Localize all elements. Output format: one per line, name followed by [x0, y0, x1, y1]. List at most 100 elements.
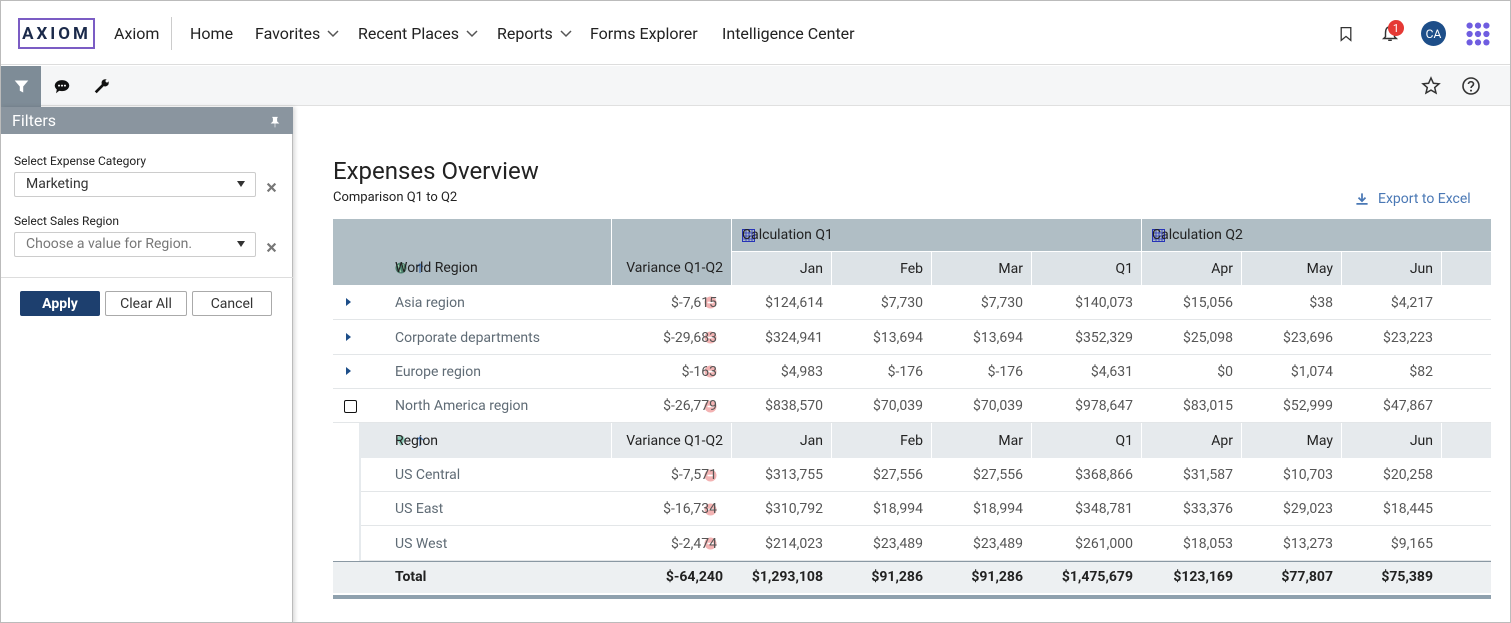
sort-icon[interactable] [410, 435, 428, 447]
group-label: Calculation Q1 [742, 227, 833, 243]
column-header [1441, 423, 1491, 458]
value-cell: $4,983 [731, 354, 831, 389]
value-cell: $75,389 [1341, 561, 1441, 593]
row-label: US East [395, 501, 444, 517]
filter-icon[interactable] [13, 78, 30, 95]
app-launcher[interactable] [1466, 22, 1490, 46]
row-border [333, 422, 1491, 423]
value: $75,389 [1381, 569, 1433, 585]
value: $348,781 [1075, 501, 1133, 517]
value-cell: $324,941 [731, 320, 831, 355]
value: $4,983 [780, 363, 823, 380]
report-subtitle: Comparison Q1 to Q2 [333, 190, 458, 205]
value: $324,941 [765, 329, 823, 346]
value: $9,165 [1390, 535, 1433, 552]
sort-icon[interactable] [410, 262, 428, 274]
favorite-icon[interactable] [1421, 76, 1441, 96]
row-border [361, 491, 1491, 492]
value: $47,867 [1383, 398, 1433, 414]
value: $7,730 [980, 294, 1023, 311]
value-cell: $83,015 [1141, 389, 1241, 423]
nav-item[interactable]: Forms Explorer [590, 24, 698, 43]
group-header: Calculation Q1 [731, 219, 1141, 251]
nav-item[interactable]: Recent Places [358, 24, 479, 43]
value: $-7,571 [671, 467, 717, 483]
button[interactable]: Clear All [105, 291, 187, 316]
dropdown[interactable]: Marketing [14, 172, 256, 197]
dropdown[interactable]: Choose a value for Region. [14, 232, 256, 257]
pin-icon[interactable] [269, 114, 281, 128]
value: $52,999 [1283, 398, 1333, 414]
value: $83,015 [1183, 398, 1233, 414]
chevron [327, 30, 339, 38]
value: $-26,779 [663, 398, 717, 414]
column-header: Apr [1141, 423, 1241, 458]
value-cell: $13,694 [831, 320, 931, 355]
nav-item[interactable]: Intelligence Center [722, 24, 855, 43]
clear-icon[interactable] [266, 238, 277, 253]
nav-item[interactable]: Home [190, 24, 234, 43]
collapse-toggle[interactable] [344, 400, 357, 413]
row-label: Asia region [395, 294, 465, 311]
divider [1, 277, 293, 278]
value: $23,696 [1283, 329, 1333, 346]
value: $1,074 [1290, 363, 1333, 380]
filter-title: Filters [12, 111, 57, 130]
column-header [1441, 251, 1491, 285]
avatar[interactable]: CA [1421, 21, 1446, 46]
value-cell: $38 [1241, 285, 1341, 320]
logo[interactable]: AXIOM [18, 18, 95, 49]
expand-toggle[interactable] [346, 367, 351, 375]
nav-item[interactable]: Favorites [255, 24, 340, 43]
value: $18,053 [1183, 535, 1233, 552]
row-label: North America region [395, 398, 529, 414]
value: $214,023 [765, 535, 823, 552]
top-bar [1, 1, 1510, 65]
value: $70,039 [973, 398, 1023, 414]
settings-icon[interactable] [93, 77, 111, 95]
value: $18,994 [873, 501, 923, 517]
row-border [361, 525, 1491, 526]
column-header: Mar [931, 423, 1031, 458]
value: $7,730 [880, 294, 923, 311]
value: $91,286 [971, 569, 1023, 585]
value-cell: $-7,571 [611, 458, 731, 492]
button[interactable]: Apply [20, 291, 100, 316]
value-cell: $91,286 [831, 561, 931, 593]
value: $-2,474 [671, 535, 717, 552]
download-icon[interactable] [1355, 191, 1369, 205]
placeholder: Choose a value for Region. [26, 236, 193, 252]
value: $18,994 [973, 501, 1023, 517]
bookmark-icon[interactable] [1338, 25, 1354, 43]
value-cell: $23,489 [931, 526, 1031, 561]
nav-item[interactable]: Reports [497, 24, 573, 43]
column-header: Variance Q1-Q2 [611, 251, 731, 285]
value-cell: $18,445 [1341, 492, 1441, 526]
value-cell: $82 [1341, 354, 1441, 389]
column-header: Feb [831, 251, 931, 285]
help-icon[interactable] [1461, 76, 1481, 96]
value-cell: $368,866 [1031, 458, 1141, 492]
value-cell: $310,792 [731, 492, 831, 526]
value: $23,223 [1383, 329, 1433, 346]
column-label: Region [395, 432, 439, 449]
value-cell: $23,223 [1341, 320, 1441, 355]
value-cell: $18,994 [931, 492, 1031, 526]
comment-icon[interactable] [53, 78, 71, 95]
button[interactable]: Cancel [192, 291, 272, 316]
row-label: Europe region [395, 363, 481, 380]
value: $25,098 [1183, 329, 1233, 346]
value-cell: $-16,734 [611, 492, 731, 526]
value-cell: $-26,779 [611, 389, 731, 423]
value: $13,694 [873, 329, 923, 346]
value: $838,570 [765, 398, 823, 414]
clear-icon[interactable] [266, 178, 277, 193]
value: $368,866 [1075, 467, 1133, 483]
value-cell: $9,165 [1341, 526, 1441, 561]
value-cell: $27,556 [931, 458, 1031, 492]
value: $-64,240 [665, 569, 723, 585]
expand-toggle[interactable] [346, 298, 351, 306]
value-cell: $70,039 [831, 389, 931, 423]
expand-toggle[interactable] [346, 333, 351, 341]
export-link[interactable]: Export to Excel [1378, 191, 1471, 207]
